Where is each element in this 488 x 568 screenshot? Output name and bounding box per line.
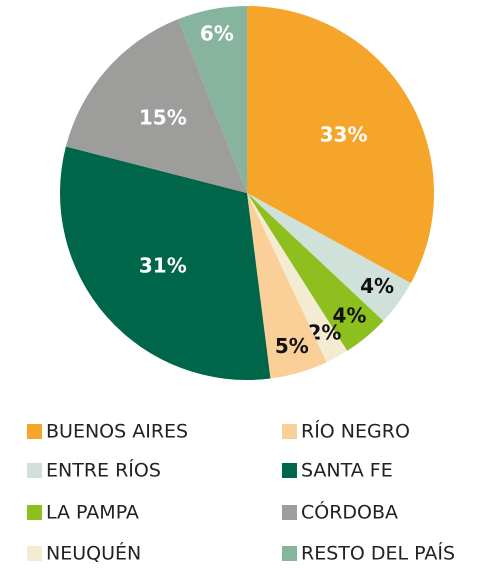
legend-label: ENTRE RÍOS [46,459,161,482]
legend-label: SANTA FE [301,460,393,482]
legend-label: RESTO DEL PAÍS [301,542,455,565]
data-label: 4% [360,274,394,298]
pie-slice [247,193,348,363]
data-label: 31% [139,254,187,278]
legend-label: NEUQUÉN [46,542,141,565]
pie-slice [247,193,327,379]
legend-label: RÍO NEGRO [301,420,410,443]
legend-swatch [27,505,42,520]
legend-swatch [27,424,42,439]
legend-swatch [282,505,297,520]
legend-swatch [282,546,297,561]
pie-slice [59,146,271,380]
data-label: 33% [320,122,368,146]
pie-slice [247,193,411,322]
legend-swatch [282,463,297,478]
data-label: 6% [200,22,234,46]
pie-slice [65,19,248,193]
data-label: 5% [275,334,309,358]
pie-slice [247,6,435,284]
legend-label: LA PAMPA [46,502,139,524]
pie-slice [178,5,247,193]
data-label: 4% [333,303,367,327]
legend-label: CÓRDOBA [301,500,398,524]
data-label: 15% [139,105,187,129]
pie-slice [247,193,384,351]
legend-swatch [27,546,42,561]
legend-label: BUENOS AIRES [46,421,188,443]
legend-swatch [282,424,297,439]
legend-swatch [27,463,42,478]
